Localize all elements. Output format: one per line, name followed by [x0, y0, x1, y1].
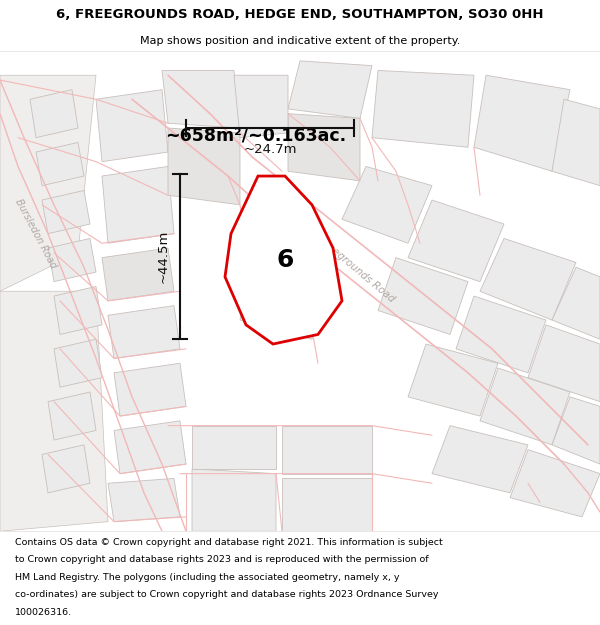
Polygon shape: [102, 248, 174, 301]
Polygon shape: [192, 469, 276, 531]
Polygon shape: [378, 258, 468, 334]
Polygon shape: [48, 239, 96, 282]
Polygon shape: [528, 325, 600, 402]
Polygon shape: [480, 239, 576, 320]
Polygon shape: [54, 286, 102, 334]
Text: ~658m²/~0.163ac.: ~658m²/~0.163ac.: [165, 126, 346, 144]
Polygon shape: [552, 268, 600, 339]
Text: ~44.5m: ~44.5m: [156, 230, 169, 283]
Polygon shape: [372, 71, 474, 148]
Polygon shape: [0, 75, 96, 291]
Text: 6: 6: [277, 248, 293, 272]
Polygon shape: [240, 258, 324, 339]
Text: Contains OS data © Crown copyright and database right 2021. This information is : Contains OS data © Crown copyright and d…: [15, 538, 443, 547]
Polygon shape: [288, 114, 360, 181]
Polygon shape: [432, 426, 528, 493]
Polygon shape: [552, 397, 600, 464]
Polygon shape: [48, 392, 96, 440]
Text: co-ordinates) are subject to Crown copyright and database rights 2023 Ordnance S: co-ordinates) are subject to Crown copyr…: [15, 591, 439, 599]
Polygon shape: [282, 479, 372, 531]
Polygon shape: [480, 368, 570, 445]
Polygon shape: [456, 296, 546, 373]
Text: Freegrounds Road: Freegrounds Road: [317, 235, 397, 304]
Polygon shape: [225, 176, 342, 344]
Text: 100026316.: 100026316.: [15, 608, 72, 617]
Polygon shape: [282, 426, 372, 474]
Polygon shape: [552, 99, 600, 186]
Polygon shape: [288, 61, 372, 119]
Text: HM Land Registry. The polygons (including the associated geometry, namely x, y: HM Land Registry. The polygons (includin…: [15, 573, 400, 582]
Polygon shape: [96, 89, 168, 162]
Polygon shape: [54, 339, 102, 388]
Polygon shape: [342, 166, 432, 243]
Polygon shape: [42, 445, 90, 493]
Polygon shape: [0, 291, 108, 531]
Text: Map shows position and indicative extent of the property.: Map shows position and indicative extent…: [140, 36, 460, 46]
Polygon shape: [42, 191, 90, 234]
Polygon shape: [108, 479, 180, 522]
Polygon shape: [168, 128, 240, 205]
Polygon shape: [474, 75, 570, 171]
Polygon shape: [114, 363, 186, 416]
Polygon shape: [408, 200, 504, 282]
Polygon shape: [30, 89, 78, 138]
Polygon shape: [408, 344, 498, 416]
Polygon shape: [162, 71, 240, 128]
Polygon shape: [108, 306, 180, 359]
Polygon shape: [36, 142, 84, 186]
Text: to Crown copyright and database rights 2023 and is reproduced with the permissio: to Crown copyright and database rights 2…: [15, 556, 428, 564]
Text: Bursledon Road: Bursledon Road: [13, 198, 59, 270]
Polygon shape: [192, 426, 276, 469]
Text: ~24.7m: ~24.7m: [243, 143, 297, 156]
Text: 6, FREEGROUNDS ROAD, HEDGE END, SOUTHAMPTON, SO30 0HH: 6, FREEGROUNDS ROAD, HEDGE END, SOUTHAMP…: [56, 8, 544, 21]
Polygon shape: [114, 421, 186, 474]
Polygon shape: [510, 449, 600, 517]
Polygon shape: [102, 166, 174, 243]
Polygon shape: [234, 75, 288, 138]
